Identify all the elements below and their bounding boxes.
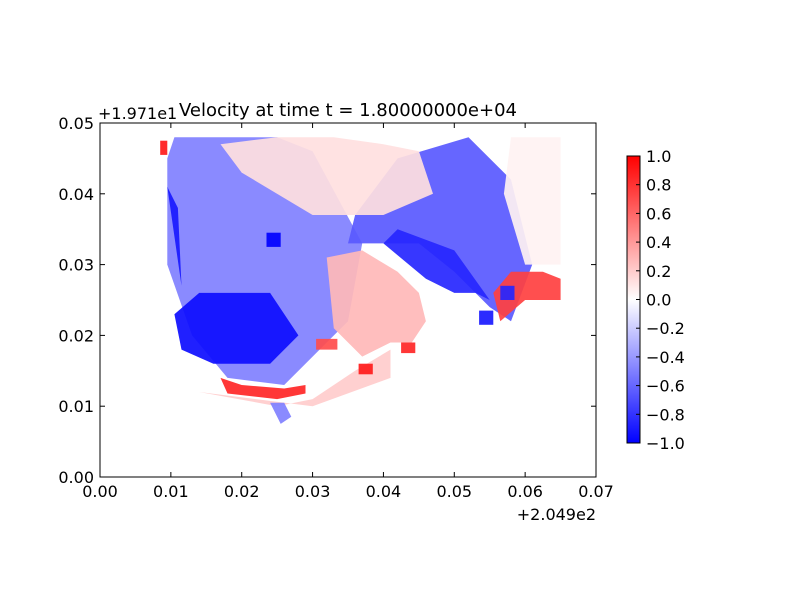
colorbar-tick-label: −0.4 (646, 348, 685, 367)
colorbar-tick-label: 0.4 (646, 233, 671, 252)
x-tick-label: 0.05 (436, 482, 472, 501)
velocity-region-7 (326, 250, 426, 357)
x-tick-label: 0.02 (224, 482, 260, 501)
colorbar-tick-label: 0.6 (646, 204, 671, 223)
velocity-region-10 (199, 349, 391, 407)
velocity-region-17 (160, 140, 168, 155)
velocity-region-1 (174, 292, 299, 364)
velocity-region-2 (167, 186, 182, 286)
x-axis: 0.00 0.01 0.02 0.03 0.04 0.05 0.06 0.07 (82, 123, 614, 501)
colorbar-tick-label: −0.2 (646, 319, 685, 338)
x-tick-label: 0.04 (366, 482, 402, 501)
colorbar-tick-label: 0.0 (646, 291, 671, 310)
velocity-region-12 (358, 363, 373, 375)
velocity-region-6 (503, 137, 561, 265)
velocity-region-14 (479, 310, 494, 325)
colorbar-tick-label: −0.8 (646, 405, 685, 424)
velocity-region-5 (220, 137, 433, 215)
y-tick-label: 0.03 (58, 256, 94, 275)
x-tick-label: 0.07 (578, 482, 614, 501)
velocity-region-18 (316, 338, 338, 350)
colorbar-tick-label: 0.8 (646, 176, 671, 195)
velocity-field (160, 137, 561, 424)
colorbar-tick-label: 1.0 (646, 147, 671, 166)
x-tick-label: 0.06 (507, 482, 543, 501)
x-tick-label: 0.03 (295, 482, 331, 501)
velocity-region-16 (270, 402, 292, 424)
y-axis: 0.00 0.01 0.02 0.03 0.04 0.05 (58, 114, 596, 487)
y-tick-label: 0.02 (58, 326, 94, 345)
colorbar-axis: 1.0 0.8 0.6 0.4 0.2 0.0 −0.2 −0.4 −0.6 −0.8 −1.0 (636, 147, 685, 453)
x-tick-label: 0.00 (82, 482, 118, 501)
colorbar-tick-label: 0.2 (646, 262, 671, 281)
velocity-region-8 (493, 271, 561, 322)
velocity-region-13 (401, 342, 416, 354)
y-tick-label: 0.01 (58, 397, 94, 416)
y-offset-label: +1.971e1 (98, 104, 177, 123)
velocity-region-11 (266, 232, 281, 247)
y-tick-label: 0.04 (58, 185, 94, 204)
y-tick-label: 0.00 (58, 468, 94, 487)
y-tick-label: 0.05 (58, 114, 94, 133)
colorbar-tick-label: −0.6 (646, 377, 685, 396)
velocity-region-9 (220, 377, 306, 400)
velocity-region-4 (383, 229, 490, 300)
velocity-region-15 (500, 285, 515, 300)
chart-title: Velocity at time t = 1.80000000e+04 (179, 100, 517, 121)
plot-frame (99, 122, 597, 478)
x-offset-label: +2.049e2 (517, 505, 596, 524)
x-tick-label: 0.01 (153, 482, 189, 501)
colorbar-tick-label: −1.0 (646, 434, 685, 453)
